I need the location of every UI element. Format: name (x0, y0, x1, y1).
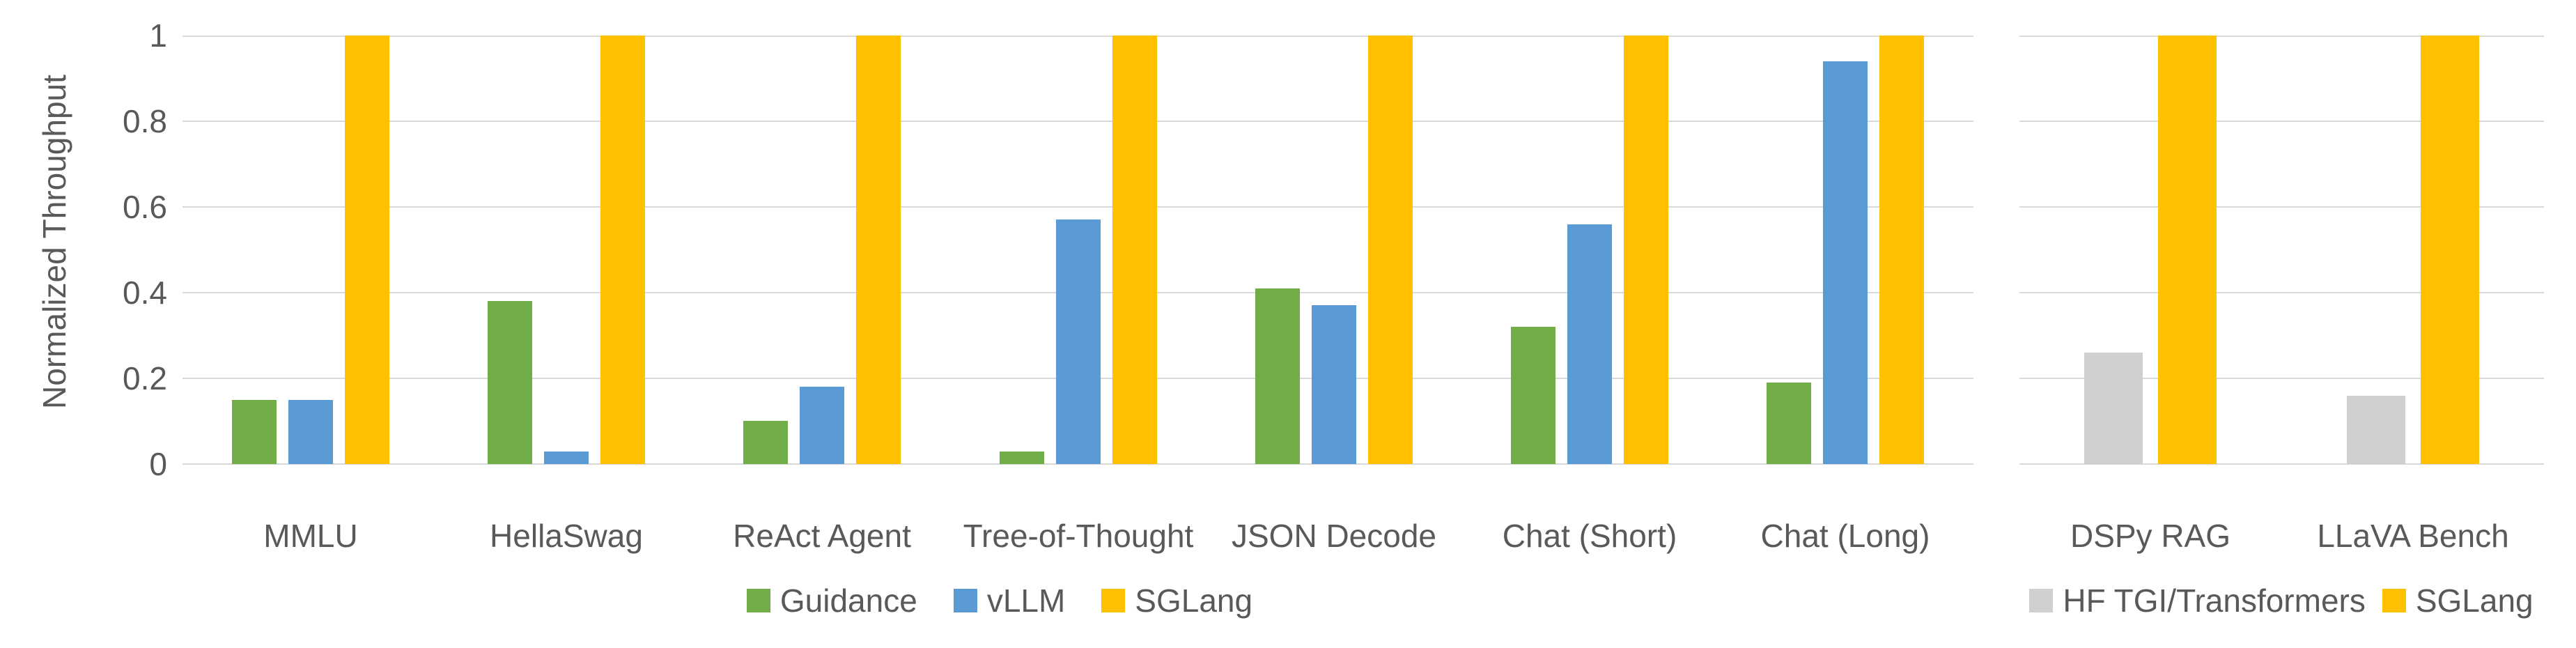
legend-label: SGLang (2415, 583, 2534, 619)
y-tick-label: 0.4 (123, 275, 167, 311)
bar (1567, 224, 1612, 464)
category-label: Chat (Long) (1760, 518, 1930, 554)
category-label: LLaVA Bench (2317, 518, 2509, 554)
gridline (183, 121, 1973, 122)
bar (1255, 288, 1300, 464)
category-label: Chat (Short) (1502, 518, 1677, 554)
bar (1511, 327, 1555, 464)
bar (232, 400, 277, 464)
bar (2084, 353, 2143, 464)
right-chart-plot-area: DSPy RAG LLaVA Bench (2019, 36, 2544, 554)
category-label: HellaSwag (490, 518, 643, 554)
gridline (183, 36, 1973, 37)
legend-label: HF TGI/Transformers (2063, 583, 2366, 619)
legend-item: SGLang (2382, 580, 2534, 621)
gridline (2019, 36, 2544, 37)
legend-swatch (746, 589, 770, 612)
gridline (183, 206, 1973, 208)
bar (488, 301, 532, 464)
bar (2421, 36, 2479, 464)
y-tick-label: 0.6 (123, 189, 167, 225)
gridline (2019, 292, 2544, 293)
legend-swatch (2382, 589, 2406, 612)
gridline (2019, 206, 2544, 208)
category-label: ReAct Agent (733, 518, 911, 554)
gridline (2019, 463, 2544, 465)
gridline (2019, 121, 2544, 122)
legend-label: SGLang (1135, 583, 1253, 619)
legend-swatch (953, 589, 977, 612)
y-tick-label: 0 (149, 446, 167, 482)
bar (2158, 36, 2217, 464)
y-tick-label: 1 (149, 17, 167, 54)
bar (1312, 305, 1356, 464)
bar (856, 36, 901, 464)
left-chart-legend: Guidance vLLM SGLang (0, 578, 1999, 623)
legend-label: Guidance (779, 583, 917, 619)
legend-item: SGLang (1101, 580, 1252, 621)
bar (544, 452, 589, 464)
category-label: MMLU (263, 518, 358, 554)
bar (1000, 452, 1044, 464)
bar (1767, 383, 1811, 464)
category-label: JSON Decode (1231, 518, 1436, 554)
bar (1368, 36, 1413, 464)
bar (1879, 36, 1924, 464)
legend-item: HF TGI/Transformers (2029, 580, 2366, 621)
legend-label: vLLM (986, 583, 1066, 619)
legend-swatch (2029, 589, 2054, 612)
y-tick-label: 0.8 (123, 103, 167, 139)
bar (2347, 396, 2405, 464)
bar (1624, 36, 1668, 464)
right-chart-legend: HF TGI/Transformers SGLang (2006, 578, 2556, 623)
bar (288, 400, 333, 464)
bar (345, 36, 389, 464)
bar (600, 36, 645, 464)
legend-swatch (1101, 589, 1126, 612)
bar (1112, 36, 1157, 464)
bar (1056, 219, 1101, 464)
gridline (2019, 378, 2544, 379)
left-chart-plot-area: MMLU HellaSwag ReAct Agent Tree-of-Thought J… (183, 36, 1973, 554)
legend-item: vLLM (953, 580, 1066, 621)
gridline (183, 463, 1973, 465)
legend-item: Guidance (746, 580, 917, 621)
bar (743, 421, 788, 464)
bar (1823, 61, 1868, 464)
category-label: Tree-of-Thought (963, 518, 1194, 554)
bar (800, 387, 844, 464)
y-tick-label: 0.2 (123, 360, 167, 396)
category-label: DSPy RAG (2070, 518, 2231, 554)
